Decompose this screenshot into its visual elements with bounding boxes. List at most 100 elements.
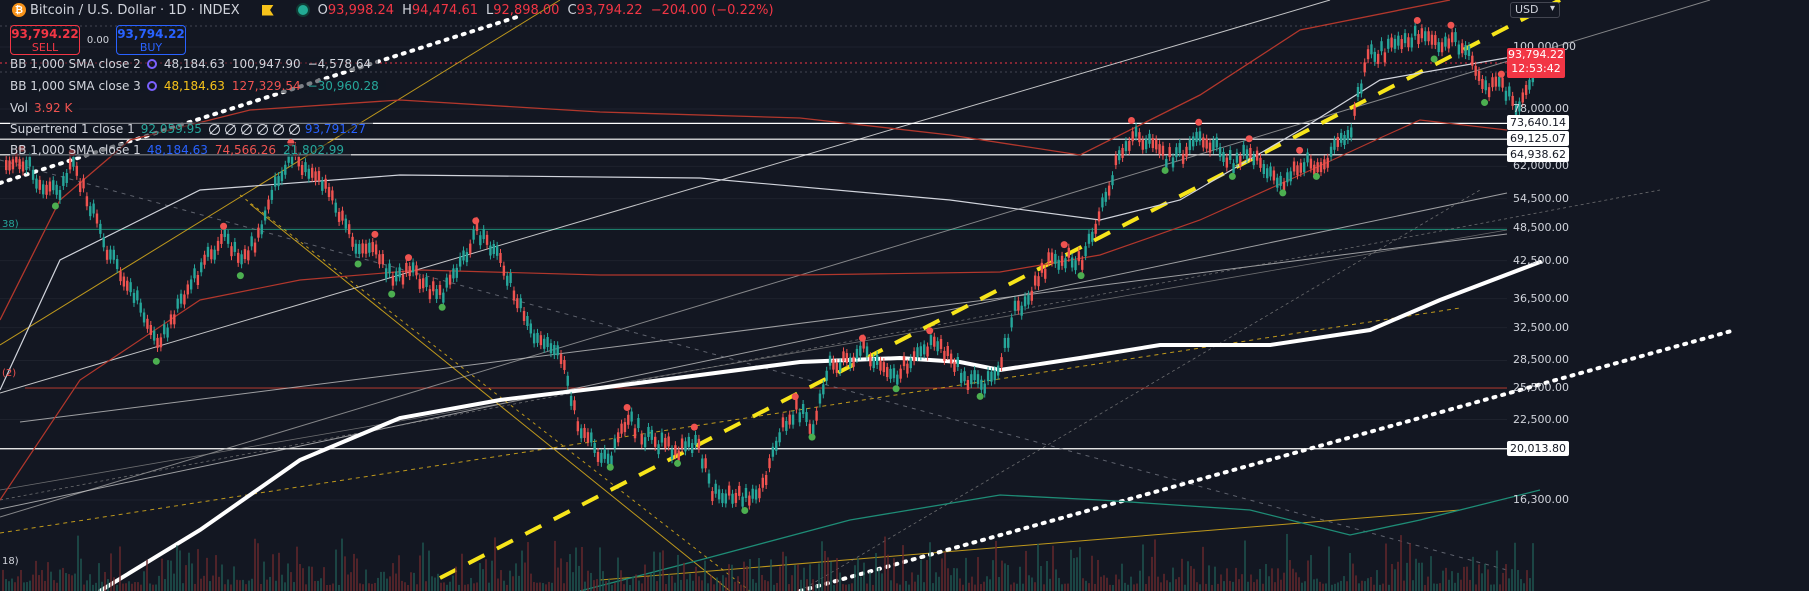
volume-bar xyxy=(206,557,208,591)
candle xyxy=(637,418,640,429)
candle xyxy=(1225,157,1229,168)
volume-bar xyxy=(215,555,217,591)
candle xyxy=(660,432,664,443)
candle xyxy=(909,358,912,369)
candle xyxy=(1427,31,1430,42)
volume-bar xyxy=(920,560,922,591)
legend-supertrend[interactable]: Supertrend 1 close 1 92,059.95 93,791.27 xyxy=(10,122,373,136)
volume-bar xyxy=(1508,578,1510,591)
candle xyxy=(260,224,263,235)
volume-bar xyxy=(134,582,136,591)
volume-bar xyxy=(284,582,286,591)
candle xyxy=(1118,150,1121,161)
candle xyxy=(1323,159,1326,170)
candle xyxy=(801,403,805,414)
candle xyxy=(754,489,758,500)
volume-bar xyxy=(473,583,475,591)
volume-bar xyxy=(878,568,880,591)
candle xyxy=(1494,76,1498,87)
volume-bar xyxy=(1154,539,1156,591)
volume-bar xyxy=(1001,560,1003,591)
volume-bar xyxy=(1355,575,1357,591)
candle xyxy=(1329,146,1333,157)
volume-bar xyxy=(1220,574,1222,591)
volume-bar xyxy=(425,581,427,591)
volume-bar xyxy=(1502,572,1504,591)
volume-bar xyxy=(290,572,292,591)
candle xyxy=(516,298,519,309)
volume-bar xyxy=(551,582,553,591)
candle xyxy=(280,171,284,182)
volume-bar xyxy=(71,575,73,591)
volume-bar xyxy=(884,536,886,591)
candle xyxy=(1484,80,1487,91)
candle xyxy=(253,242,257,253)
candle xyxy=(680,438,684,449)
volume-bar xyxy=(455,566,457,591)
volume-bar xyxy=(1316,578,1318,591)
legend-bb-2[interactable]: BB 1,000 SMA close 2 48,184.63 100,947.9… xyxy=(10,57,379,71)
volume-bar xyxy=(761,574,763,591)
candle xyxy=(58,189,62,200)
volume-bar xyxy=(1133,584,1135,591)
candle xyxy=(1141,139,1144,150)
candle xyxy=(465,252,469,263)
flag-icon[interactable] xyxy=(261,4,274,16)
indicator-settings-icon[interactable] xyxy=(146,59,157,69)
candle xyxy=(593,442,596,453)
volume-bar xyxy=(278,552,280,591)
candle xyxy=(536,332,539,343)
volume-bar xyxy=(1049,578,1051,591)
symbol-title[interactable]: Bitcoin / U.S. Dollar · 1D · INDEX xyxy=(30,2,240,18)
volume-bar xyxy=(962,584,964,591)
candle xyxy=(374,244,378,255)
volume-bar xyxy=(287,563,289,591)
candle xyxy=(230,246,233,257)
currency-select[interactable]: USD xyxy=(1510,2,1560,18)
axis-tick-label: 32,500.00 xyxy=(1513,320,1569,334)
sell-button[interactable]: 93,794.22 SELL xyxy=(10,25,80,55)
legend-bb-1[interactable]: BB 1,000 SMA close 1 48,184.63 74,566.26… xyxy=(10,143,352,157)
volume-bar xyxy=(749,559,751,591)
price-series xyxy=(5,21,1535,511)
volume-bar xyxy=(989,579,991,591)
legend-bb-3[interactable]: BB 1,000 SMA close 3 48,184.63 127,329.5… xyxy=(10,79,386,93)
price-axis[interactable]: 16,300.00 22,500.00 25,500.00 28,500.00 32,5… xyxy=(1507,0,1576,591)
candle xyxy=(1195,131,1198,142)
volume-bar xyxy=(449,581,451,591)
candle xyxy=(781,417,785,428)
volume-bar xyxy=(2,569,4,591)
volume-bar xyxy=(1031,577,1033,591)
volume-bar xyxy=(257,543,259,591)
volume-bar xyxy=(1253,582,1255,591)
volume-bar xyxy=(695,566,697,591)
volume-bar xyxy=(1340,580,1342,591)
volume-bar xyxy=(1460,579,1462,591)
candle xyxy=(704,458,707,469)
volume-bar xyxy=(1406,562,1408,591)
current-price-label: 93,794.22 12:53:42 xyxy=(1507,47,1565,78)
indicator-settings-icon[interactable] xyxy=(146,81,157,91)
candle xyxy=(543,338,546,349)
volume-bar xyxy=(605,581,607,591)
buy-button[interactable]: 93,794.22 BUY xyxy=(116,25,186,55)
volume-bar xyxy=(122,583,124,591)
volume-bar xyxy=(1319,581,1321,591)
volume-bar xyxy=(1055,569,1057,591)
candle xyxy=(68,159,72,170)
volume-bar xyxy=(1037,543,1039,591)
candle xyxy=(1235,152,1239,163)
volume-bar xyxy=(35,560,37,591)
candle xyxy=(1383,52,1387,63)
volume-bar xyxy=(899,584,901,591)
candle xyxy=(1168,147,1171,158)
candle xyxy=(865,346,869,357)
candle xyxy=(822,384,825,395)
legend-volume[interactable]: Vol 3.92 K xyxy=(10,101,80,115)
market-status-icon[interactable] xyxy=(295,3,310,17)
volume-bar xyxy=(1184,584,1186,591)
volume-bar xyxy=(635,574,637,591)
volume-bar xyxy=(779,566,781,591)
volume-bar xyxy=(491,560,493,591)
